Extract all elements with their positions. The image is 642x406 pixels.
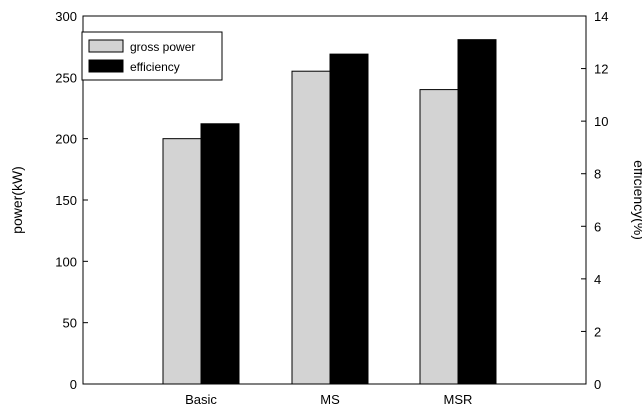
right-axis: 0 2 4 6 8 10 12 14 <box>581 9 608 392</box>
legend-swatch-gross-power <box>88 39 124 53</box>
right-tick-label: 2 <box>594 324 601 339</box>
left-tick-label: 200 <box>55 132 77 147</box>
left-tick-label: 150 <box>55 193 77 208</box>
x-tick-label: MS <box>320 392 340 406</box>
left-axis: 0 50 100 150 200 250 300 <box>55 9 88 392</box>
right-tick-label: 12 <box>594 62 608 77</box>
x-tick-label: Basic <box>185 392 217 406</box>
y-axis-right-label: efficiency(%) <box>631 160 642 240</box>
left-tick-label: 250 <box>55 70 77 85</box>
left-tick-label: 300 <box>55 9 77 24</box>
bar-efficiency-msr <box>457 39 497 385</box>
x-tick-label: MSR <box>444 392 473 406</box>
left-tick-label: 100 <box>55 254 77 269</box>
bar-gross-power-basic <box>162 138 202 385</box>
right-tick-label: 6 <box>594 219 601 234</box>
y-axis-label: power(kW) <box>9 166 25 234</box>
right-tick-label: 10 <box>594 114 608 129</box>
right-tick-label: 8 <box>594 167 601 182</box>
right-tick-label: 0 <box>594 377 601 392</box>
legend-label-gross-power: gross power <box>130 40 195 54</box>
bar-gross-power-msr <box>419 89 459 385</box>
right-tick-label: 4 <box>594 272 601 287</box>
bar-efficiency-basic <box>200 123 240 385</box>
left-tick-label: 0 <box>70 377 77 392</box>
bar-efficiency-ms <box>329 53 369 385</box>
legend-swatch-efficiency <box>88 59 124 73</box>
legend-label-efficiency: efficiency <box>130 60 180 74</box>
right-tick-label: 14 <box>594 9 608 24</box>
left-tick-label: 50 <box>63 316 77 331</box>
bar-gross-power-ms <box>291 70 331 385</box>
x-axis: Basic MS MSR <box>185 392 472 406</box>
legend: gross power efficiency <box>81 31 223 81</box>
bars-group <box>162 39 497 385</box>
